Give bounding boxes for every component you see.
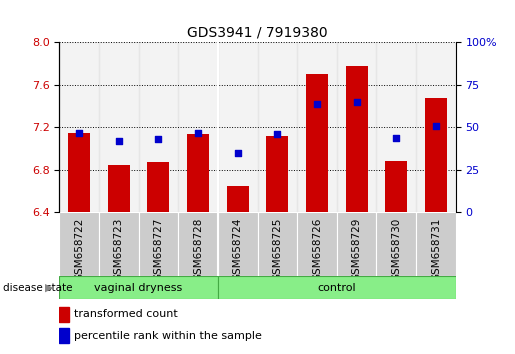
Bar xyxy=(306,74,328,212)
Bar xyxy=(416,42,456,212)
Bar xyxy=(178,42,218,212)
Bar xyxy=(59,212,99,276)
Bar xyxy=(108,165,130,212)
Text: GSM658730: GSM658730 xyxy=(391,217,401,281)
Bar xyxy=(258,42,297,212)
Bar xyxy=(59,42,99,212)
Bar xyxy=(425,98,447,212)
Bar xyxy=(297,212,337,276)
Bar xyxy=(376,42,416,212)
Bar xyxy=(337,42,376,212)
Point xyxy=(234,150,242,156)
Bar xyxy=(218,42,258,212)
Text: GSM658727: GSM658727 xyxy=(153,217,163,281)
Text: ▶: ▶ xyxy=(45,282,53,293)
Text: GSM658731: GSM658731 xyxy=(431,217,441,281)
Text: GSM658728: GSM658728 xyxy=(193,217,203,281)
Text: percentile rank within the sample: percentile rank within the sample xyxy=(74,331,262,341)
Text: GSM658729: GSM658729 xyxy=(352,217,362,281)
Bar xyxy=(337,212,376,276)
Bar xyxy=(346,66,368,212)
Point xyxy=(194,130,202,135)
Bar xyxy=(227,186,249,212)
Bar xyxy=(139,212,178,276)
Text: transformed count: transformed count xyxy=(74,309,177,319)
Text: GSM658726: GSM658726 xyxy=(312,217,322,281)
Point xyxy=(313,101,321,107)
Text: GSM658722: GSM658722 xyxy=(74,217,84,281)
Bar xyxy=(147,162,169,212)
Bar xyxy=(218,276,456,299)
Bar xyxy=(187,134,209,212)
Point xyxy=(392,135,401,141)
Text: GSM658725: GSM658725 xyxy=(272,217,282,281)
Point xyxy=(273,131,281,137)
Bar xyxy=(68,133,90,212)
Text: control: control xyxy=(317,282,356,293)
Bar xyxy=(99,42,139,212)
Point xyxy=(432,123,440,129)
Point xyxy=(114,138,123,144)
Point xyxy=(352,99,360,105)
Bar xyxy=(139,42,178,212)
Bar xyxy=(258,212,297,276)
Text: disease state: disease state xyxy=(3,282,72,293)
Text: GSM658723: GSM658723 xyxy=(114,217,124,281)
Bar xyxy=(218,212,258,276)
Bar xyxy=(99,212,139,276)
Bar xyxy=(385,161,407,212)
Point xyxy=(75,130,83,135)
Bar xyxy=(59,307,69,322)
Bar xyxy=(178,212,218,276)
Text: vaginal dryness: vaginal dryness xyxy=(94,282,183,293)
Point xyxy=(154,137,163,142)
Bar xyxy=(416,212,456,276)
Text: GSM658724: GSM658724 xyxy=(233,217,243,281)
Bar xyxy=(297,42,337,212)
Bar xyxy=(266,136,288,212)
Title: GDS3941 / 7919380: GDS3941 / 7919380 xyxy=(187,26,328,40)
Bar xyxy=(376,212,416,276)
Bar xyxy=(59,328,69,343)
Bar xyxy=(59,276,218,299)
